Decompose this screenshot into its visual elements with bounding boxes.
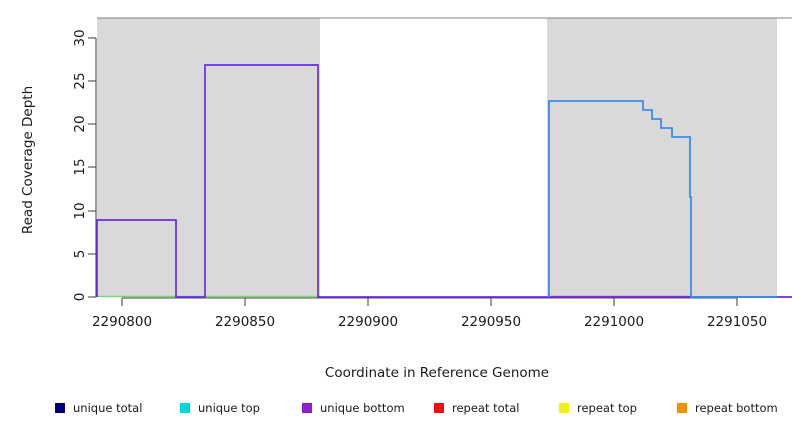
y-axis-title: Read Coverage Depth: [20, 86, 36, 234]
legend-label-unique-bottom: unique bottom: [320, 401, 405, 415]
x-axis: 2290800 2290850 2290900 2290950 2291000 …: [92, 297, 767, 330]
legend-swatch-unique-bottom: [302, 403, 312, 413]
y-axis: 30 25 20 15 10 5 0: [72, 29, 97, 302]
y-tick-label-10: 10: [72, 202, 88, 219]
legend-swatch-repeat-bottom: [677, 403, 687, 413]
shaded-region-right: [547, 18, 777, 297]
y-tick-label-5: 5: [72, 250, 88, 259]
y-tick-label-15: 15: [72, 158, 88, 175]
legend-label-unique-total: unique total: [73, 401, 142, 415]
x-tick-label-2291000: 2291000: [584, 314, 644, 330]
series-coverage-blue-step: [548, 100, 777, 298]
x-tick-label-2291050: 2291050: [707, 314, 767, 330]
y-tick-label-25: 25: [72, 72, 88, 89]
legend-swatch-unique-top: [180, 403, 190, 413]
x-tick-label-2290850: 2290850: [215, 314, 275, 330]
series-unique-bottom: [96, 64, 792, 298]
legend-swatch-repeat-total: [434, 403, 444, 413]
y-tick-label-20: 20: [72, 115, 88, 132]
y-tick-label-0: 0: [72, 293, 88, 302]
shaded-region-left: [97, 18, 320, 297]
legend-item-repeat-bottom[interactable]: repeat bottom: [677, 401, 778, 415]
x-axis-title: Coordinate in Reference Genome: [325, 365, 549, 381]
legend-item-unique-bottom[interactable]: unique bottom: [302, 401, 405, 415]
x-tick-label-2290900: 2290900: [338, 314, 398, 330]
y-tick-label-30: 30: [72, 29, 88, 46]
legend-swatch-repeat-top: [559, 403, 569, 413]
legend-item-unique-total[interactable]: unique total: [55, 401, 142, 415]
legend-item-repeat-top[interactable]: repeat top: [559, 401, 637, 415]
legend-item-unique-top[interactable]: unique top: [180, 401, 260, 415]
legend-swatch-unique-total: [55, 403, 65, 413]
legend-label-repeat-bottom: repeat bottom: [695, 401, 778, 415]
legend-label-unique-top: unique top: [198, 401, 260, 415]
legend: unique total unique top unique bottom re…: [55, 401, 778, 415]
x-tick-label-2290950: 2290950: [461, 314, 521, 330]
legend-item-repeat-total[interactable]: repeat total: [434, 401, 519, 415]
x-tick-label-2290800: 2290800: [92, 314, 152, 330]
shaded-regions: [97, 18, 777, 297]
legend-label-repeat-total: repeat total: [452, 401, 519, 415]
legend-label-repeat-top: repeat top: [577, 401, 637, 415]
